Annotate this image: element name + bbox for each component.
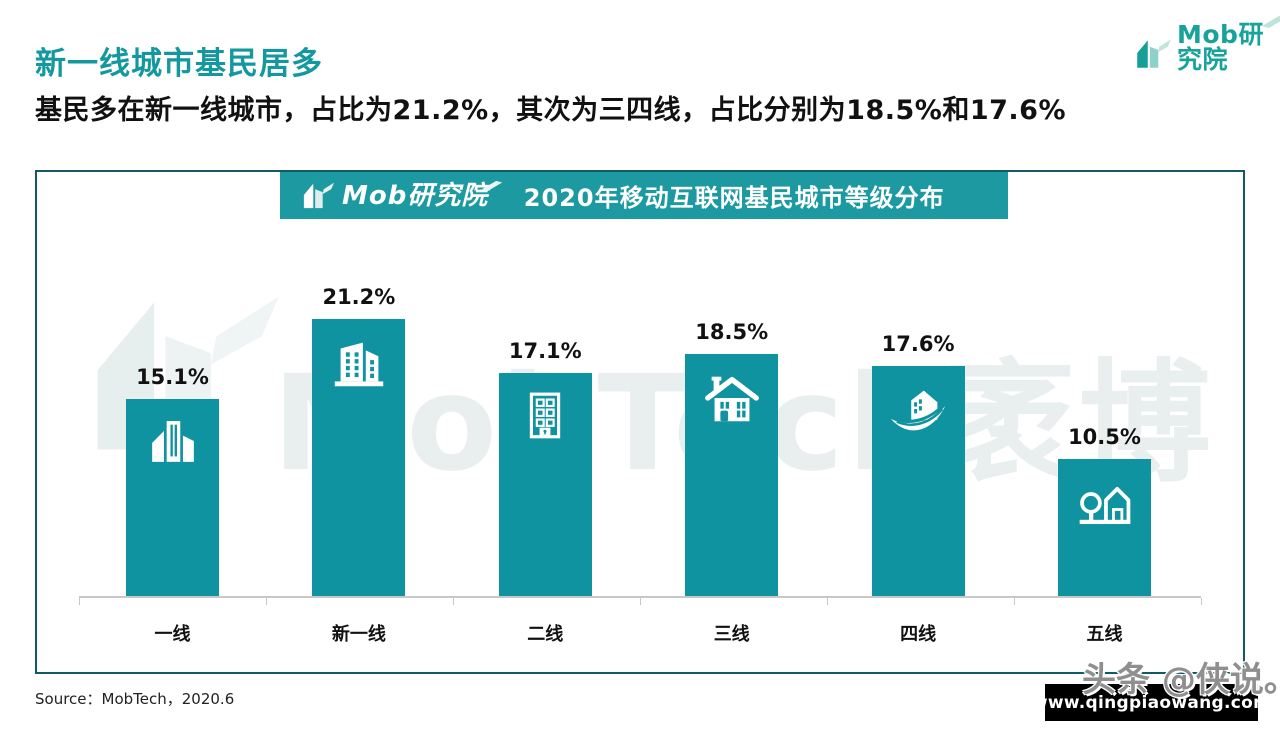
hat-icon	[1260, 13, 1280, 32]
bar	[685, 354, 779, 596]
footer-url-text: www.qingpiaowang.com	[1031, 692, 1272, 713]
plot-area: 15.1% 一线 21.2% 新一线 17.1% 二线 18.5% 三线 17.6% 四线	[37, 172, 1243, 672]
bar-group: 18.5% 三线	[685, 320, 779, 645]
apartment-building-icon	[516, 386, 574, 444]
footer-credit-watermark: 头条 @侠说。	[1082, 660, 1280, 700]
bar-group: 10.5% 五线	[1058, 425, 1151, 645]
house-icon	[701, 367, 763, 429]
x-axis	[79, 596, 1201, 598]
chart-frame: MobTech袤博 15.1%一线 21.2%新一线 17.1%二线 18.	[35, 170, 1245, 674]
bar-value-label: 21.2%	[322, 285, 396, 309]
bar	[1058, 459, 1151, 596]
chart-title: 2020年移动互联网基民城市等级分布	[523, 184, 945, 212]
bar-group: 21.2% 新一线	[312, 285, 406, 645]
mob-building-icon	[300, 178, 336, 214]
x-axis-label: 四线	[900, 624, 937, 645]
axis-tick	[453, 598, 454, 605]
chart-banner: Mob研究院 2020年移动互联网基民城市等级分布	[280, 172, 1008, 219]
banner-logo-label: Mob研究院	[342, 180, 489, 211]
axis-tick	[827, 598, 828, 605]
axis-tick	[1201, 598, 1202, 605]
brand-logo: Mob研究院	[1133, 16, 1280, 74]
footer-url-bar: www.qingpiaowang.com	[1032, 684, 1271, 721]
city-skyline-icon	[144, 412, 202, 470]
x-axis-label: 一线	[154, 624, 191, 645]
source-note: Source：MobTech，2020.6	[35, 690, 235, 708]
leaf-house-icon	[887, 379, 949, 441]
axis-tick	[266, 598, 267, 605]
bar-group: 17.1% 二线	[498, 339, 592, 645]
bar-value-label: 18.5%	[695, 320, 769, 344]
axis-tick	[1014, 598, 1015, 605]
mob-building-icon	[1133, 34, 1173, 74]
axis-tick	[640, 598, 641, 605]
hat-icon	[480, 176, 504, 195]
page-title: 新一线城市基民居多	[35, 46, 323, 82]
x-axis-label: 二线	[527, 624, 564, 645]
x-axis-label: 三线	[713, 624, 750, 645]
bar-value-label: 17.6%	[881, 332, 955, 356]
tree-house-icon	[1075, 472, 1135, 532]
bar-group: 15.1% 一线	[126, 365, 219, 645]
bar	[312, 319, 406, 596]
bar	[871, 366, 965, 596]
x-axis-label: 新一线	[331, 624, 386, 645]
bar	[126, 399, 219, 596]
office-buildings-icon	[328, 332, 390, 394]
bar-value-label: 17.1%	[508, 339, 582, 363]
brand-logo-label: Mob研究院	[1177, 20, 1264, 74]
x-axis-label: 五线	[1086, 624, 1123, 645]
page-subtitle: 基民多在新一线城市，占比为21.2%，其次为三四线，占比分别为18.5%和17.…	[35, 95, 1067, 126]
bar	[498, 373, 592, 596]
bar-value-label: 15.1%	[136, 365, 209, 389]
banner-brand-logo: Mob研究院	[280, 178, 503, 214]
axis-tick	[79, 598, 80, 605]
bar-group: 17.6% 四线	[871, 332, 965, 645]
bar-value-label: 10.5%	[1068, 425, 1141, 449]
